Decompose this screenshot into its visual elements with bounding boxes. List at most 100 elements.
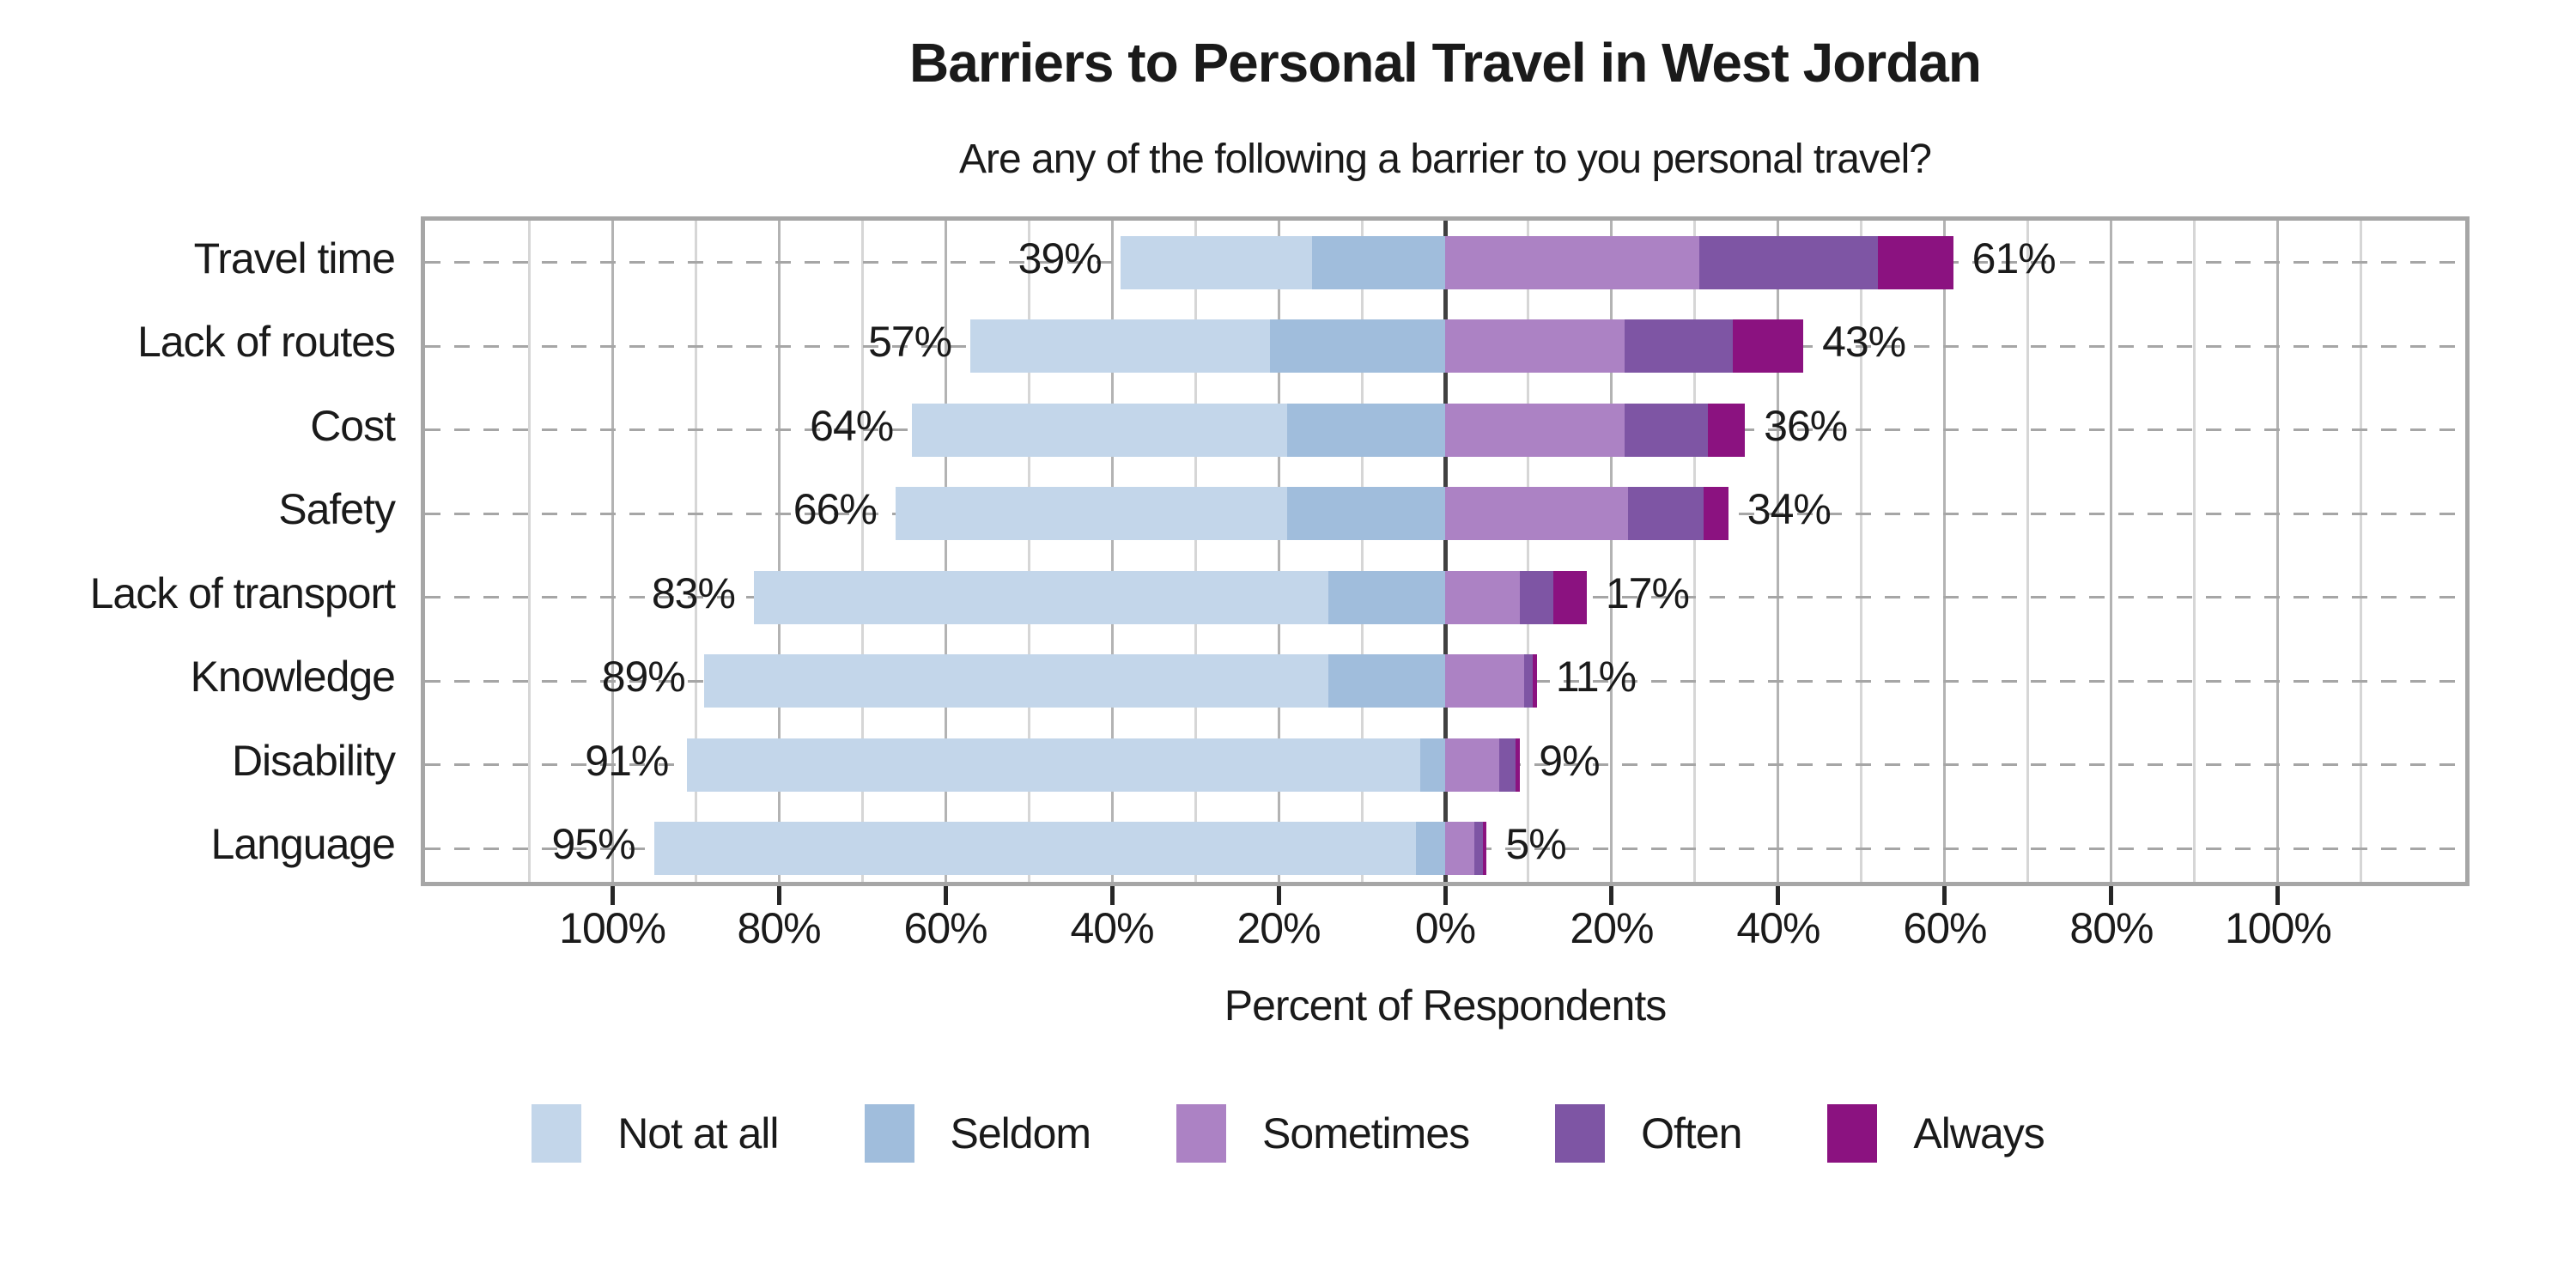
left-total-label: 89% bbox=[601, 653, 686, 702]
bar-segment-sometimes bbox=[1445, 319, 1625, 374]
bar-segment-sometimes bbox=[1445, 738, 1500, 792]
bar-segment-not_at_all bbox=[653, 822, 1417, 876]
bar-segment-often bbox=[1698, 235, 1879, 289]
legend-item-not_at_all: Not at all bbox=[532, 1104, 780, 1163]
bar-segment-seldom bbox=[1270, 319, 1445, 374]
gridline bbox=[2276, 221, 2280, 882]
x-axis-tick bbox=[1443, 886, 1448, 905]
legend-item-often: Often bbox=[1555, 1104, 1742, 1163]
bar-segment-not_at_all bbox=[703, 654, 1329, 708]
bar-segment-often bbox=[1624, 319, 1733, 374]
bar-segment-not_at_all bbox=[912, 403, 1287, 457]
x-axis-tick-label: 100% bbox=[559, 904, 666, 952]
bar-segment-sometimes bbox=[1445, 654, 1525, 708]
bar-segment-seldom bbox=[1419, 738, 1445, 792]
gridline bbox=[1527, 221, 1530, 882]
x-axis-tick bbox=[1942, 886, 1947, 905]
gridline bbox=[1277, 221, 1280, 882]
plot-area bbox=[421, 216, 2470, 886]
gridline bbox=[1610, 221, 1613, 882]
bar-segment-often bbox=[1499, 738, 1516, 792]
left-total-label: 66% bbox=[793, 485, 878, 534]
chart-title: Barriers to Personal Travel in West Jord… bbox=[909, 32, 1982, 94]
x-axis-tick-label: 80% bbox=[2069, 904, 2154, 952]
bar-segment-not_at_all bbox=[687, 738, 1420, 792]
gridline bbox=[1943, 221, 1947, 882]
left-total-label: 39% bbox=[1018, 234, 1103, 283]
gridline bbox=[2193, 221, 2196, 882]
left-total-label: 95% bbox=[551, 820, 635, 869]
bar-segment-always bbox=[1553, 570, 1587, 624]
bar-segment-seldom bbox=[1286, 403, 1445, 457]
x-axis-tick bbox=[1109, 886, 1115, 905]
x-axis-tick-label: 60% bbox=[1903, 904, 1987, 952]
gridline bbox=[694, 221, 697, 882]
bar-segment-always bbox=[1516, 738, 1521, 792]
legend-label: Sometimes bbox=[1262, 1109, 1470, 1157]
gridline bbox=[1360, 221, 1364, 882]
right-total-label: 34% bbox=[1747, 485, 1832, 534]
x-axis-tick-label: 60% bbox=[903, 904, 988, 952]
x-axis-tick-label: 40% bbox=[1070, 904, 1154, 952]
x-axis-tick bbox=[2275, 886, 2281, 905]
legend-label: Not at all bbox=[617, 1109, 779, 1157]
x-axis-tick bbox=[1276, 886, 1281, 905]
x-axis-tick-label: 0% bbox=[1414, 904, 1476, 952]
bar-segment-always bbox=[1482, 822, 1487, 876]
legend-item-always: Always bbox=[1827, 1104, 2045, 1163]
x-axis-tick-label: 40% bbox=[1736, 904, 1820, 952]
legend: Not at all Seldom Sometimes Often Always bbox=[215, 1104, 2361, 1163]
right-total-label: 9% bbox=[1539, 736, 1600, 785]
right-total-label: 11% bbox=[1555, 653, 1637, 702]
x-axis-tick-label: 20% bbox=[1236, 904, 1321, 952]
bar-segment-seldom bbox=[1286, 487, 1445, 541]
bar-segment-seldom bbox=[1311, 235, 1445, 289]
category-label: Lack of routes bbox=[137, 318, 396, 367]
x-axis-tick bbox=[1776, 886, 1781, 905]
gridline bbox=[860, 221, 864, 882]
gridline bbox=[2360, 221, 2363, 882]
x-axis-tick-label: 80% bbox=[737, 904, 822, 952]
legend-swatch-sometimes bbox=[1176, 1104, 1227, 1163]
right-total-label: 5% bbox=[1505, 820, 1566, 869]
bar-segment-sometimes bbox=[1445, 235, 1699, 289]
x-axis-tick bbox=[943, 886, 948, 905]
left-total-label: 83% bbox=[651, 568, 736, 617]
right-total-label: 43% bbox=[1822, 318, 1906, 367]
x-axis-tick bbox=[1609, 886, 1614, 905]
bar-segment-sometimes bbox=[1445, 403, 1625, 457]
bar-segment-not_at_all bbox=[970, 319, 1271, 374]
bar-segment-not_at_all bbox=[753, 570, 1329, 624]
zero-gridline bbox=[1443, 221, 1448, 882]
gridline bbox=[2026, 221, 2030, 882]
bar-segment-often bbox=[1473, 822, 1483, 876]
gridline bbox=[1693, 221, 1697, 882]
gridline bbox=[1777, 221, 1780, 882]
right-total-label: 17% bbox=[1605, 568, 1690, 617]
legend-swatch-not_at_all bbox=[532, 1104, 582, 1163]
legend-label: Often bbox=[1641, 1109, 1742, 1157]
bar-segment-often bbox=[1628, 487, 1704, 541]
category-label: Language bbox=[210, 820, 396, 869]
legend-label: Seldom bbox=[950, 1109, 1092, 1157]
category-label: Safety bbox=[278, 485, 396, 534]
category-label: Lack of transport bbox=[89, 568, 396, 617]
bar-segment-often bbox=[1624, 403, 1708, 457]
legend-item-sometimes: Sometimes bbox=[1176, 1104, 1470, 1163]
bar-segment-sometimes bbox=[1445, 822, 1474, 876]
gridline bbox=[944, 221, 947, 882]
gridline bbox=[777, 221, 781, 882]
legend-swatch-always bbox=[1827, 1104, 1878, 1163]
legend-label: Always bbox=[1913, 1109, 2044, 1157]
x-axis-tick bbox=[2109, 886, 2114, 905]
bar-segment-seldom bbox=[1416, 822, 1445, 876]
category-label: Cost bbox=[310, 401, 396, 450]
x-axis-tick-label: 20% bbox=[1570, 904, 1654, 952]
gridline bbox=[1860, 221, 1863, 882]
x-axis-tick-label: 100% bbox=[2224, 904, 2332, 952]
left-total-label: 91% bbox=[585, 736, 669, 785]
bar-segment-often bbox=[1524, 654, 1533, 708]
bar-segment-always bbox=[1878, 235, 1953, 289]
bar-segment-sometimes bbox=[1445, 570, 1521, 624]
